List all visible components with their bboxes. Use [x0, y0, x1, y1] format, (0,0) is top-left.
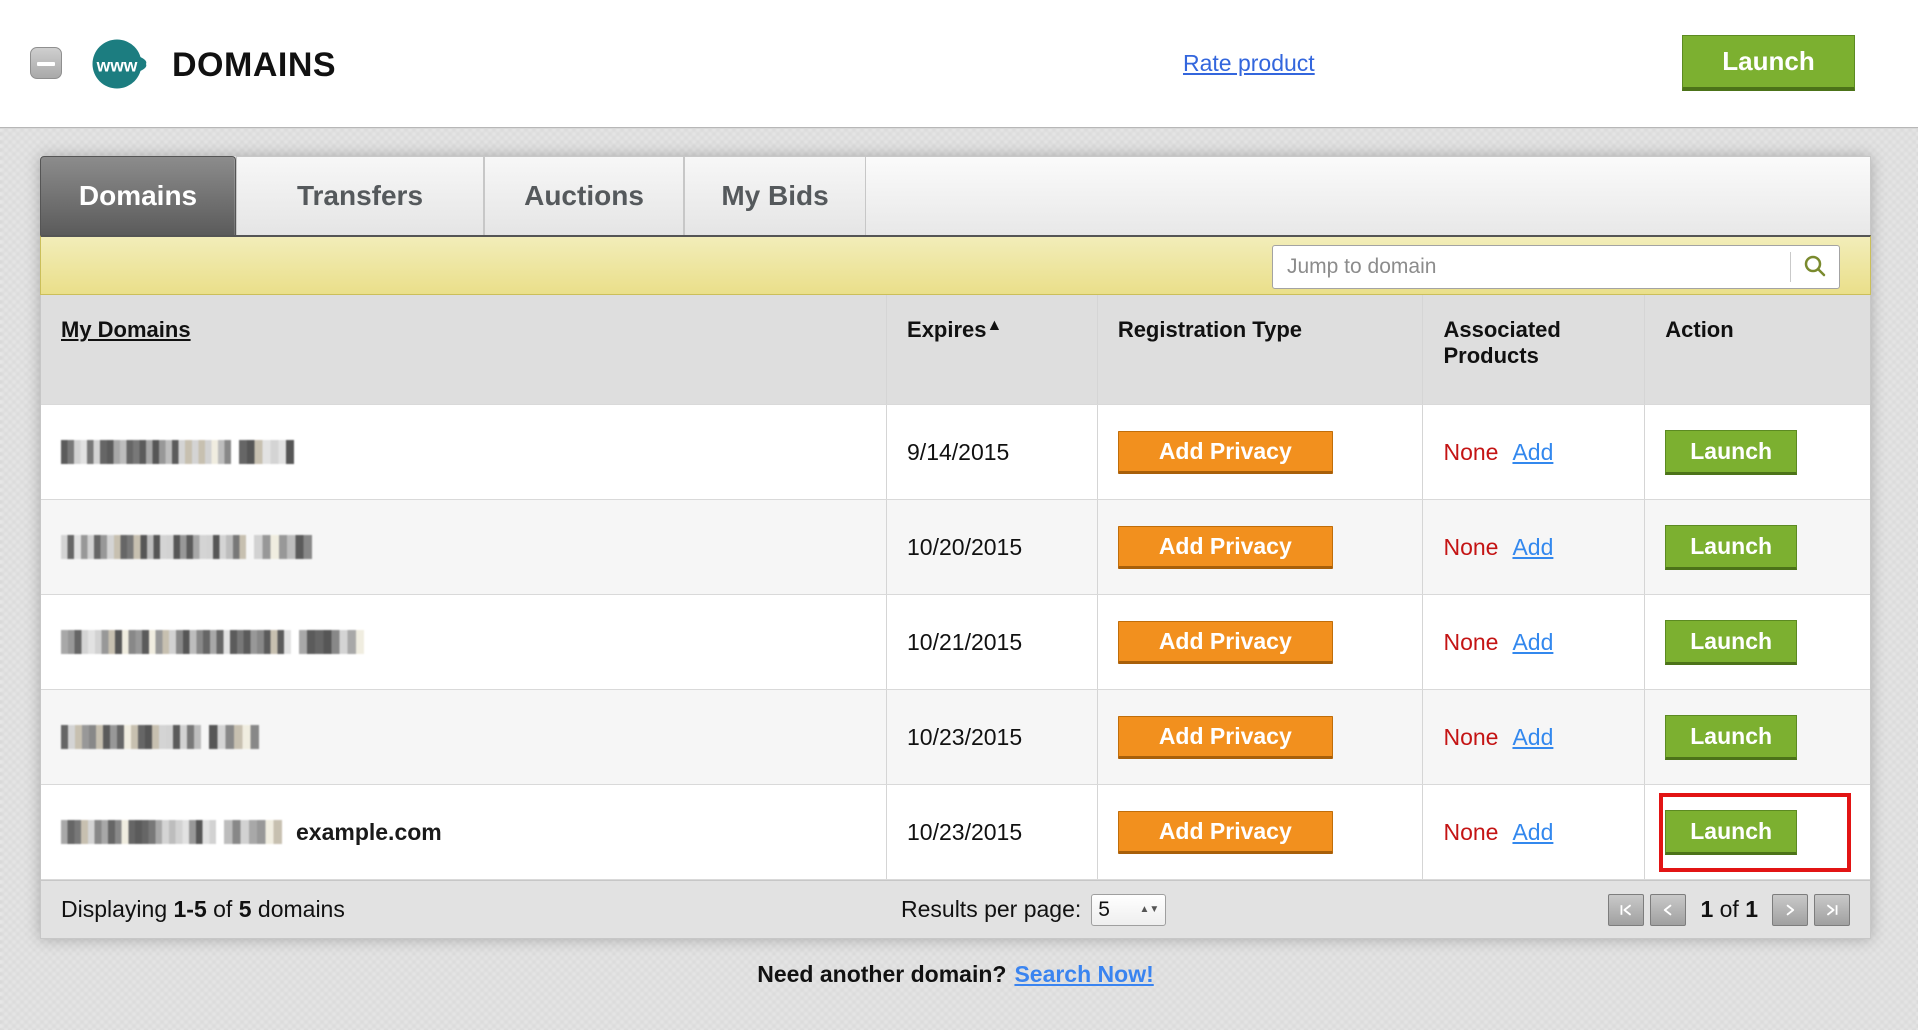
svg-text:www: www [96, 56, 138, 76]
